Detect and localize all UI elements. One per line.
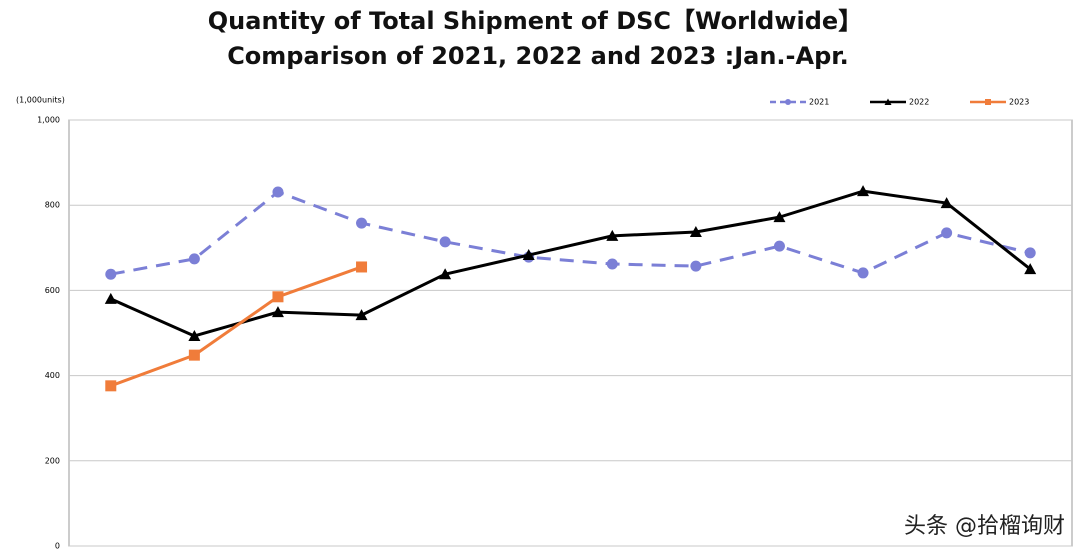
chart-title: Quantity of Total Shipment of DSC【Worldw… <box>208 7 862 35</box>
marker <box>439 268 452 280</box>
chart-subtitle: Comparison of 2021, 2022 and 2023 :Jan.-… <box>227 42 849 70</box>
legend-marker <box>884 98 892 105</box>
marker <box>1024 247 1036 259</box>
marker <box>606 258 618 270</box>
marker <box>355 309 368 321</box>
marker <box>690 260 702 272</box>
series-line <box>110 265 363 388</box>
marker <box>188 329 201 341</box>
marker <box>105 380 117 392</box>
marker <box>188 253 200 265</box>
marker <box>439 236 451 248</box>
series-line <box>110 190 1031 276</box>
marker <box>105 268 117 280</box>
y-tick-label: 600 <box>45 286 60 295</box>
marker <box>356 261 368 273</box>
legend-marker <box>785 99 791 105</box>
legend-label: 2022 <box>909 98 929 107</box>
marker <box>606 229 619 241</box>
marker <box>271 306 284 318</box>
marker <box>188 349 200 361</box>
legend-marker <box>985 99 991 105</box>
y-axis-label: (1,000units) <box>16 96 65 105</box>
y-tick-label: 0 <box>55 542 60 551</box>
legend-label: 2023 <box>1009 98 1029 107</box>
marker <box>940 197 953 209</box>
marker <box>689 226 702 238</box>
marker <box>272 291 284 303</box>
marker <box>773 211 786 223</box>
y-tick-label: 1,000 <box>37 116 60 125</box>
y-tick-label: 800 <box>45 201 60 210</box>
marker <box>773 240 785 252</box>
marker <box>857 267 869 279</box>
marker <box>1024 263 1037 275</box>
series-line <box>110 189 1032 338</box>
marker <box>356 217 368 229</box>
y-tick-label: 200 <box>45 456 60 465</box>
watermark: 头条 @拾榴询财 <box>904 514 1065 539</box>
legend-label: 2021 <box>809 98 829 107</box>
y-tick-label: 400 <box>45 371 60 380</box>
marker <box>272 186 284 198</box>
marker <box>104 292 117 304</box>
marker <box>522 249 535 261</box>
marker <box>857 185 870 197</box>
marker <box>941 227 953 239</box>
